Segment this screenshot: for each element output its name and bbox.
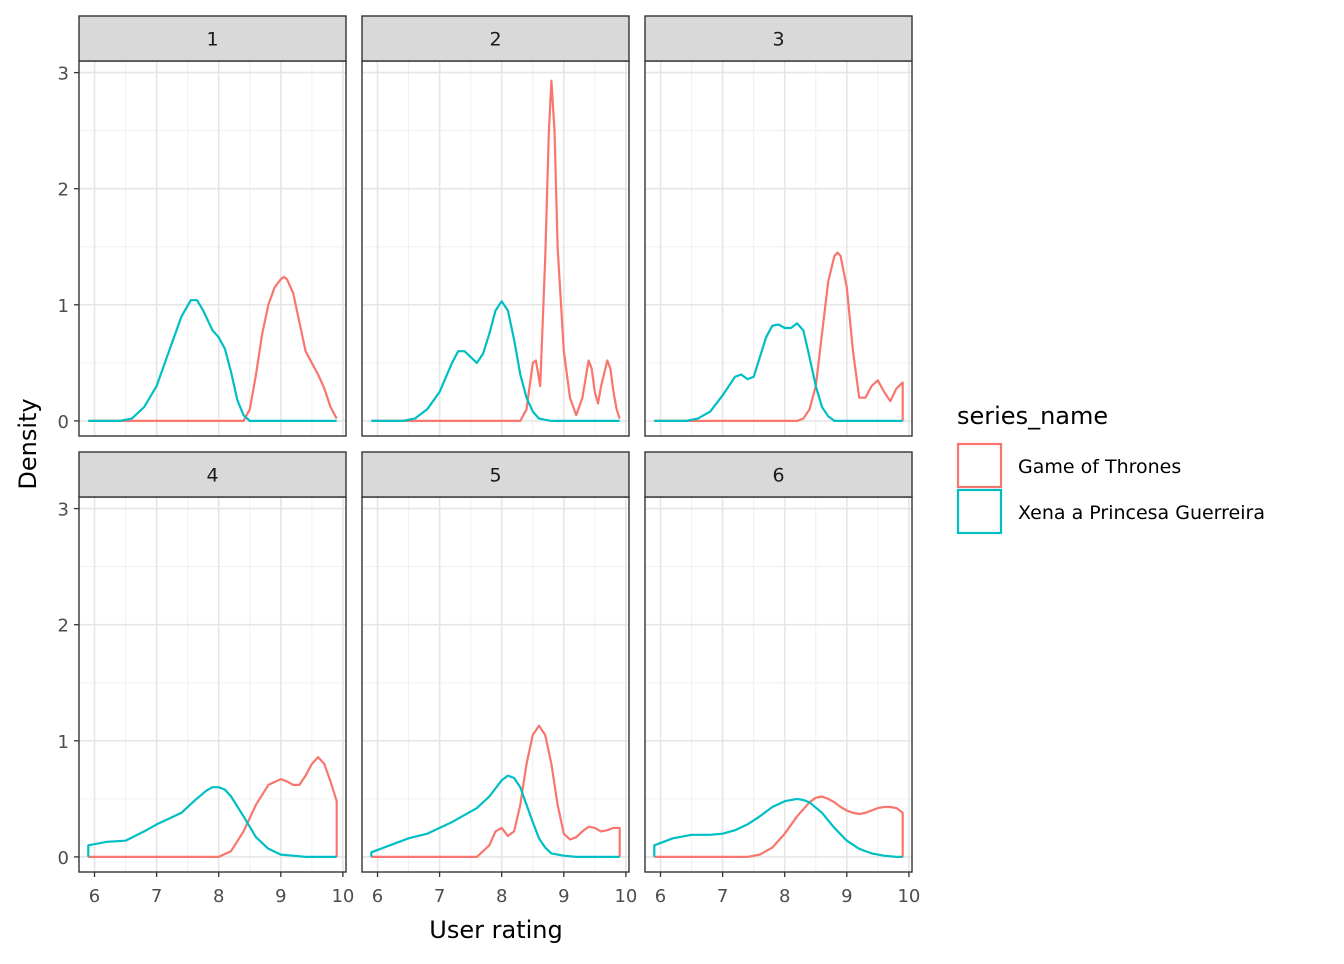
y-tick-label: 3 <box>58 64 69 85</box>
x-tick-label: 10 <box>331 886 354 907</box>
facet-strip <box>78 15 347 62</box>
density-line-game-of-thrones <box>371 724 621 859</box>
panel-background <box>362 61 629 436</box>
facet-strip <box>361 451 630 498</box>
facet-strip-label: 1 <box>206 29 218 51</box>
legend-key-game-of-thrones <box>956 442 1003 489</box>
x-tick-label: 8 <box>213 886 224 907</box>
y-tick-label: 1 <box>58 296 69 317</box>
density-line-xena-a-princesa-guerreira <box>370 774 620 859</box>
x-axis-title: User rating <box>429 916 562 944</box>
x-tick-label: 10 <box>614 886 637 907</box>
density-line-game-of-thrones <box>654 251 904 422</box>
x-tick-label: 9 <box>275 886 286 907</box>
density-line-xena-a-princesa-guerreira <box>87 786 337 859</box>
panel-background <box>645 61 912 436</box>
facet-strip <box>361 15 630 62</box>
y-tick-label: 1 <box>58 732 69 753</box>
x-tick-label: 8 <box>779 886 790 907</box>
legend-title: series_name <box>957 402 1108 430</box>
panel-background <box>362 497 629 872</box>
facet-strip-label: 5 <box>489 465 501 487</box>
density-line-game-of-thrones <box>88 755 338 859</box>
x-tick-label: 6 <box>655 886 666 907</box>
density-line-xena-a-princesa-guerreira <box>653 797 903 859</box>
facet-strip-label: 2 <box>489 29 501 51</box>
x-tick-label: 6 <box>372 886 383 907</box>
y-tick-label: 2 <box>58 616 69 637</box>
density-line-xena-a-princesa-guerreira <box>88 299 337 422</box>
panel-background <box>79 61 346 436</box>
x-tick-label: 9 <box>558 886 569 907</box>
facet-strip-label: 4 <box>206 465 218 487</box>
x-tick-label: 7 <box>717 886 728 907</box>
facet-strip <box>644 15 913 62</box>
y-tick-label: 3 <box>58 500 69 521</box>
facet-panel-5: 5 6 7 8 9 10 <box>361 451 637 907</box>
y-tick-label: 0 <box>58 412 69 433</box>
facet-strip <box>644 451 913 498</box>
facet-strip-label: 6 <box>772 465 784 487</box>
y-tick-label: 2 <box>58 180 69 201</box>
panel-background <box>645 497 912 872</box>
x-tick-label: 9 <box>841 886 852 907</box>
facet-panel-1: 1 0 1 2 3 <box>58 15 347 437</box>
legend-key-xena-a-princesa-guerreira <box>956 488 1003 535</box>
density-line-game-of-thrones <box>654 795 904 859</box>
density-line-game-of-thrones <box>371 79 621 422</box>
x-tick-label: 7 <box>434 886 445 907</box>
x-tick-label: 6 <box>89 886 100 907</box>
legend: series_name Game of Thrones Xena a Princes… <box>956 402 1265 535</box>
density-line-game-of-thrones <box>88 275 338 422</box>
facet-panel-4: 4 0 1 2 3 6 7 8 9 10 <box>58 451 354 907</box>
facet-strip-label: 3 <box>772 29 784 51</box>
facet-panel-3: 3 <box>644 15 913 437</box>
density-line-xena-a-princesa-guerreira <box>654 322 903 422</box>
legend-label: Game of Thrones <box>1018 456 1181 478</box>
legend-label: Xena a Princesa Guerreira <box>1018 502 1265 524</box>
y-tick-label: 0 <box>58 848 69 869</box>
x-tick-label: 7 <box>151 886 162 907</box>
density-line-xena-a-princesa-guerreira <box>371 300 620 422</box>
x-tick-label: 8 <box>496 886 507 907</box>
facet-panel-2: 2 <box>361 15 630 437</box>
x-tick-label: 10 <box>897 886 920 907</box>
y-axis-title: Density <box>14 398 42 489</box>
panel-background <box>79 497 346 872</box>
facet-panel-6: 6 6 7 8 9 10 <box>644 451 920 907</box>
facet-strip <box>78 451 347 498</box>
